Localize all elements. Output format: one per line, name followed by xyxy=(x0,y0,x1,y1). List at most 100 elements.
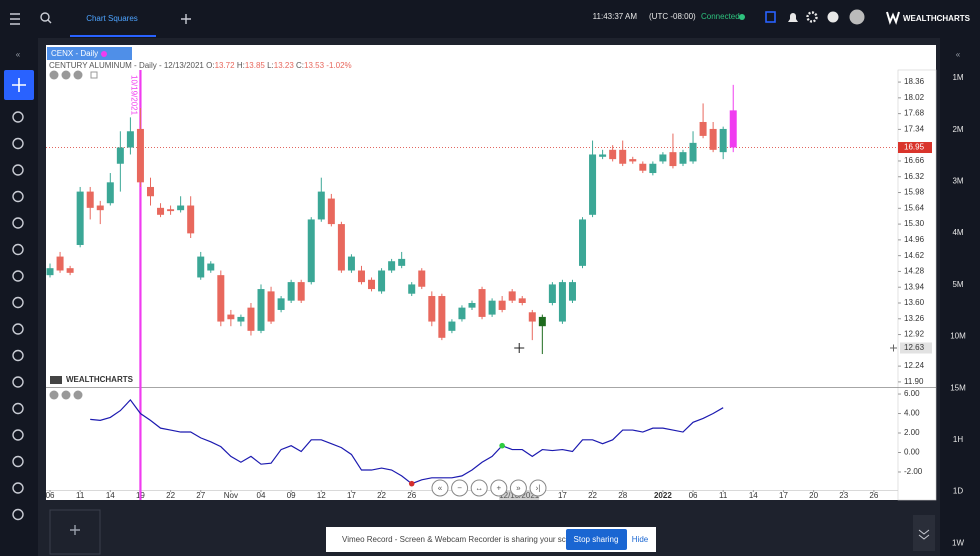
candle-body xyxy=(649,163,657,174)
last-price-label: 16.95 xyxy=(904,143,925,152)
timeframe[interactable]: 1H xyxy=(953,435,963,444)
timeframe[interactable]: 1W xyxy=(952,538,964,547)
x-tick-label: 06 xyxy=(689,491,698,500)
x-tick-label: 22 xyxy=(166,491,175,500)
tool-icons xyxy=(12,111,24,521)
zoom-button[interactable] xyxy=(529,479,547,497)
candle-body xyxy=(498,300,506,310)
chart-tab[interactable]: Chart Squares xyxy=(86,14,138,23)
hide-button[interactable]: Hide xyxy=(632,535,649,544)
tool-icon[interactable] xyxy=(12,217,24,229)
candle-body xyxy=(56,256,64,271)
timeframe[interactable]: 5M xyxy=(952,280,963,289)
timeframe[interactable]: 1D xyxy=(953,487,963,496)
zoom-button[interactable] xyxy=(490,479,508,497)
y-tick-label: 11.90 xyxy=(904,377,924,386)
stop-button[interactable] xyxy=(566,529,627,550)
collapse-icon[interactable]: « xyxy=(16,50,21,59)
candle-body xyxy=(468,302,476,308)
search-icon[interactable] xyxy=(40,12,52,24)
tool-icon[interactable] xyxy=(12,508,24,521)
zoom-button[interactable] xyxy=(509,479,527,497)
plot: 18.36 18.02 17.68 17.34 16.66 16.32 15.98 15.64… xyxy=(46,70,932,500)
candle-body xyxy=(438,296,446,338)
candle-body xyxy=(699,121,707,136)
candle-body xyxy=(619,149,627,164)
tool-icon[interactable] xyxy=(12,323,24,335)
zoom-icon: ↔ xyxy=(475,484,483,493)
candle-body xyxy=(478,289,486,317)
candle-body xyxy=(197,256,205,278)
candle-body xyxy=(528,312,536,322)
tool-icon[interactable] xyxy=(12,164,24,176)
candle-body xyxy=(357,270,365,283)
candle-body xyxy=(157,207,165,215)
crosshair xyxy=(514,343,525,354)
add-tab[interactable] xyxy=(181,14,191,24)
x-tick-label: 14 xyxy=(106,491,115,500)
tool-icon[interactable] xyxy=(12,402,24,415)
pane-controls[interactable] xyxy=(49,70,98,80)
timeframe[interactable]: 10M xyxy=(950,332,966,341)
candle-body xyxy=(317,191,325,220)
tool-icon[interactable] xyxy=(12,137,24,150)
symbol-tab[interactable] xyxy=(47,47,132,60)
scroll-button[interactable] xyxy=(913,515,935,551)
tool-icon[interactable] xyxy=(12,190,24,203)
candle-body xyxy=(458,307,466,320)
zoom-button[interactable] xyxy=(431,479,449,497)
timeframe[interactable]: 15M xyxy=(950,383,966,392)
zoom-icon: + xyxy=(496,484,501,493)
y-tick-label: 12.92 xyxy=(904,330,925,339)
timeframe[interactable]: 3M xyxy=(952,177,963,186)
avatar[interactable] xyxy=(849,9,865,25)
menu-icon[interactable] xyxy=(10,13,20,25)
tool-icon[interactable] xyxy=(12,243,24,256)
indicator-controls[interactable] xyxy=(49,390,83,400)
tool-icon[interactable] xyxy=(12,455,24,468)
candle-body xyxy=(589,154,597,215)
candle-body xyxy=(136,128,144,183)
tool-icon[interactable] xyxy=(12,376,24,388)
tool-icon[interactable] xyxy=(12,111,24,123)
add-layout[interactable] xyxy=(49,509,101,555)
signal-dot xyxy=(408,480,415,487)
candle-body xyxy=(347,256,355,271)
tool-icon[interactable] xyxy=(12,270,24,282)
candle-body xyxy=(227,314,235,320)
open-label: O: xyxy=(206,61,214,70)
candle-body xyxy=(287,282,295,301)
y-tick-label: 15.64 xyxy=(904,203,925,212)
save-icon[interactable] xyxy=(765,11,776,23)
y-tick-label: 14.28 xyxy=(904,267,925,276)
timeframe[interactable]: 1M xyxy=(952,73,963,82)
candle-body xyxy=(307,219,315,283)
bell-icon[interactable] xyxy=(788,13,798,22)
expand-icon[interactable]: « xyxy=(956,50,961,59)
high-label: H: xyxy=(237,61,245,70)
candle-body xyxy=(669,152,677,167)
watermark: WEALTHCHARTS xyxy=(66,375,134,384)
candle-body xyxy=(679,152,687,164)
candle-body xyxy=(548,284,556,303)
tool-icon[interactable] xyxy=(12,349,24,362)
zoom-button[interactable] xyxy=(470,479,488,497)
settings-icon[interactable] xyxy=(806,11,818,23)
candle-body xyxy=(96,205,104,211)
help-icon[interactable] xyxy=(827,11,839,23)
scroll-icon xyxy=(918,529,930,540)
x-tick-label: 26 xyxy=(407,491,416,500)
change: -1.02% xyxy=(326,61,351,70)
candle-body xyxy=(277,298,285,310)
zoom-button[interactable] xyxy=(451,479,469,497)
candle-body xyxy=(709,128,717,150)
tool-icon[interactable] xyxy=(12,429,24,441)
tool-icon[interactable] xyxy=(12,482,24,494)
timeframe[interactable]: 4M xyxy=(952,228,963,237)
x-tick-label: 26 xyxy=(869,491,878,500)
candle-body xyxy=(639,163,647,171)
tool-icon[interactable] xyxy=(12,296,24,309)
candle-body xyxy=(126,131,134,148)
brand-name: WEALTHCHARTS xyxy=(903,14,971,23)
timeframe[interactable]: 2M xyxy=(952,125,963,134)
